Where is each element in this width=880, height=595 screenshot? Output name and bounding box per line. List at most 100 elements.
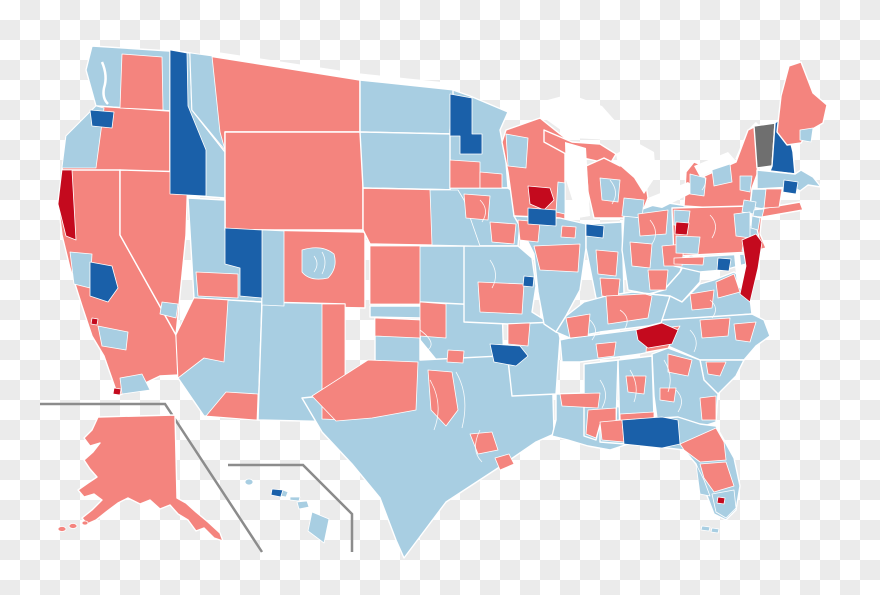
state-north-dakota: [359, 79, 456, 135]
patch-new-york-central: [711, 163, 733, 187]
patch-denver: [301, 247, 336, 280]
patch-arizona-west: [175, 297, 229, 379]
patch-iowa-southeast: [489, 221, 517, 245]
district-southern-wisconsin-border: [527, 207, 557, 227]
patch-pittsburgh: [675, 235, 701, 255]
aleutian-island-2: [68, 523, 78, 529]
aleutian-island-3: [81, 520, 89, 526]
patch-ohio-north: [637, 209, 669, 237]
district-rhode-island-area: [782, 179, 799, 195]
district-line-texture: [100, 61, 716, 463]
special-districts: [57, 49, 799, 505]
patch-ohio-west: [629, 241, 653, 269]
state-south-dakota: [359, 131, 459, 191]
patch-scranton: [733, 211, 751, 239]
patch-georgia-coast: [699, 395, 717, 421]
patch-kentucky-west: [565, 313, 591, 339]
district-patches: [61, 52, 814, 534]
patch-texas-west: [311, 359, 419, 422]
state-maine: [776, 61, 828, 146]
district-st-louis-area: [522, 275, 535, 288]
district-northern-indiana: [585, 223, 605, 239]
patch-ohio-south: [647, 269, 669, 291]
patch-arizona-south: [205, 391, 259, 421]
patch-florida-pensacola: [599, 419, 625, 443]
district-western-north-carolina: [635, 322, 679, 349]
district-south-central-wisconsin: [527, 185, 555, 211]
patch-iowa-west: [463, 193, 491, 221]
patch-georgia-central: [659, 387, 677, 403]
district-northwest-minnesota: [449, 93, 483, 155]
great-lakes: [540, 94, 744, 292]
patch-texas-central: [427, 369, 459, 427]
patch-montana-west: [189, 52, 226, 151]
patch-oklahoma-west: [419, 301, 447, 339]
patch-washington-east: [119, 53, 164, 111]
patch-los-angeles: [97, 325, 129, 351]
patch-indiana-central: [595, 249, 619, 277]
patch-minnesota-southwest: [449, 159, 481, 189]
puget-sound: [100, 61, 109, 105]
patch-florida-keys-2: [710, 527, 720, 534]
patch-virginia-north: [715, 273, 741, 299]
patch-tennessee-central: [595, 341, 617, 359]
island-kauai: [244, 478, 254, 486]
patch-wisconsin-northwest: [505, 133, 529, 169]
district-western-idaho: [169, 49, 207, 197]
patch-south-carolina: [705, 361, 727, 377]
patch-kentucky-east: [605, 293, 653, 325]
patch-san-diego: [119, 373, 151, 395]
patch-virginia-central: [689, 289, 715, 311]
lake-erie: [648, 182, 698, 208]
district-northwest-oregon: [89, 109, 115, 129]
district-florida-panhandle: [621, 416, 681, 449]
patch-north-carolina-east: [733, 321, 757, 343]
patch-minnesota-south: [479, 171, 503, 189]
patch-georgia-northeast: [667, 353, 693, 377]
patch-bay-area: [69, 251, 93, 289]
patch-milwaukee: [555, 181, 566, 215]
patch-colorado-west: [261, 229, 285, 307]
island-maui: [296, 500, 310, 510]
hawaii-inset: [244, 478, 330, 544]
hawaii-inset-border: [228, 463, 354, 552]
alaska-inset-border: [40, 402, 264, 553]
patch-nebraska-east: [429, 189, 481, 247]
patch-long-island-west: [752, 208, 765, 218]
patch-arkansas-northwest: [507, 322, 531, 347]
island-oahu: [270, 488, 284, 498]
patch-las-vegas: [159, 301, 179, 319]
district-central-california-valley: [89, 261, 119, 303]
district-north-california-coast: [57, 169, 77, 241]
patch-michigan-central: [599, 177, 621, 203]
alaska-inset: [57, 414, 224, 542]
lake-superior: [540, 94, 618, 140]
district-central-pennsylvania: [674, 221, 690, 236]
district-chesapeake-eastern-shore: [739, 233, 763, 303]
lake-ontario: [694, 152, 736, 177]
lake-michigan: [565, 142, 590, 218]
island-molokai: [289, 496, 301, 502]
patch-utah-southwest: [195, 271, 239, 299]
island-oahu-east: [280, 489, 289, 498]
state-wyoming: [224, 131, 364, 231]
district-missouri-arkansas-border: [489, 343, 529, 367]
patch-maryland-west: [673, 256, 705, 266]
patch-houston-coast: [494, 453, 515, 471]
patch-florida-keys-1: [700, 525, 711, 532]
aleutian-island-1: [57, 526, 67, 532]
district-east-central-utah: [224, 227, 263, 299]
inset-divider-lines: [40, 402, 354, 553]
patch-florida-central: [699, 461, 735, 493]
patch-kansas-west: [369, 245, 421, 305]
patch-louisiana-north: [559, 392, 601, 409]
patch-indiana-south: [599, 277, 621, 299]
patch-new-jersey-north: [750, 215, 761, 231]
patch-florida-north-peninsula: [679, 427, 727, 463]
district-san-diego-coast-spot: [112, 387, 122, 396]
chesapeake-bay: [734, 254, 744, 292]
district-central-maryland: [716, 257, 732, 272]
island-hawaii-big-island: [307, 511, 330, 544]
